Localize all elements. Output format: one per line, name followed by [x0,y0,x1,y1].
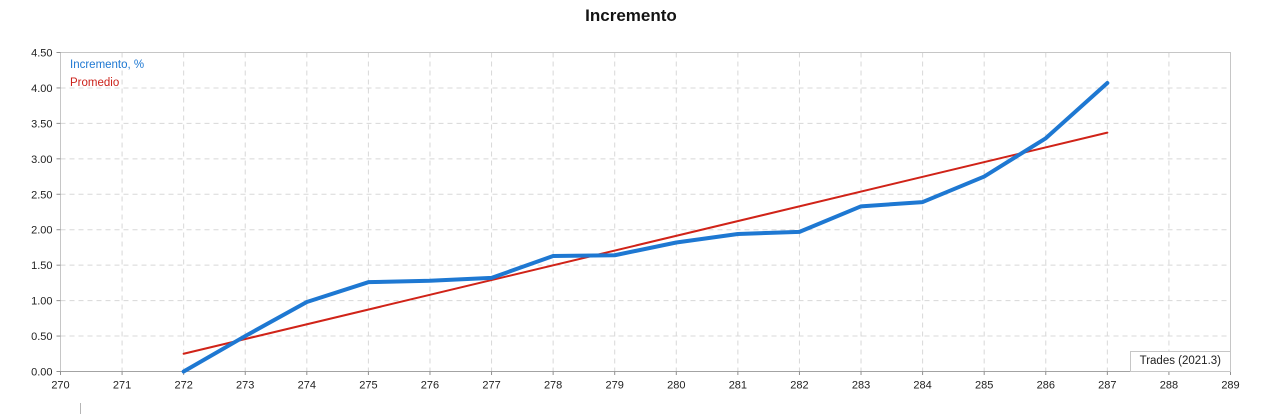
y-tick-label: 3.50 [31,118,52,130]
x-tick-label: 279 [606,380,624,392]
promedio-line [182,131,1109,355]
y-tick-label: 2.00 [31,225,52,237]
x-tick-label: 289 [1221,380,1239,392]
legend-item-promedio: Promedio [70,77,120,89]
x-tick-label: 277 [482,380,500,392]
y-tick-label: 1.00 [31,296,52,308]
y-tick-label: 2.50 [31,189,52,201]
x-tick-label: 276 [421,380,439,392]
x-tick-label: 280 [667,380,685,392]
x-tick-label: 273 [236,380,254,392]
x-tick-label: 284 [913,380,931,392]
x-tick-label: 278 [544,380,562,392]
y-tick-label: 0.00 [31,367,52,379]
x-tick-label: 285 [975,380,993,392]
x-tick-label: 286 [1037,380,1055,392]
x-tick-label: 272 [174,380,192,392]
x-tick-label: 288 [1160,380,1178,392]
x-tick-label: 287 [1098,380,1116,392]
x-tick-label: 281 [729,380,747,392]
plot-border [60,52,1231,372]
x-tick-label: 275 [359,380,377,392]
next-panel-fragment [80,403,81,414]
x-tick-label: 270 [51,380,69,392]
chart-title: Incremento [585,6,677,25]
incremento-line [181,80,1110,374]
x-tick-label: 274 [298,380,316,392]
x-tick-label: 283 [852,380,870,392]
trades-label-box: Trades (2021.3) [1129,351,1231,372]
y-tick-label: 4.50 [31,48,52,60]
x-tick-label: 271 [113,380,131,392]
y-tick-label: 0.50 [31,331,52,343]
y-tick-label: 1.50 [31,260,52,272]
y-tick-label: 4.00 [31,83,52,95]
y-tick-label: 3.00 [31,154,52,166]
legend-item-incremento: Incremento, % [70,59,145,71]
chart-legend: Incremento, % Promedio [70,56,144,92]
x-tick-label: 282 [790,380,808,392]
